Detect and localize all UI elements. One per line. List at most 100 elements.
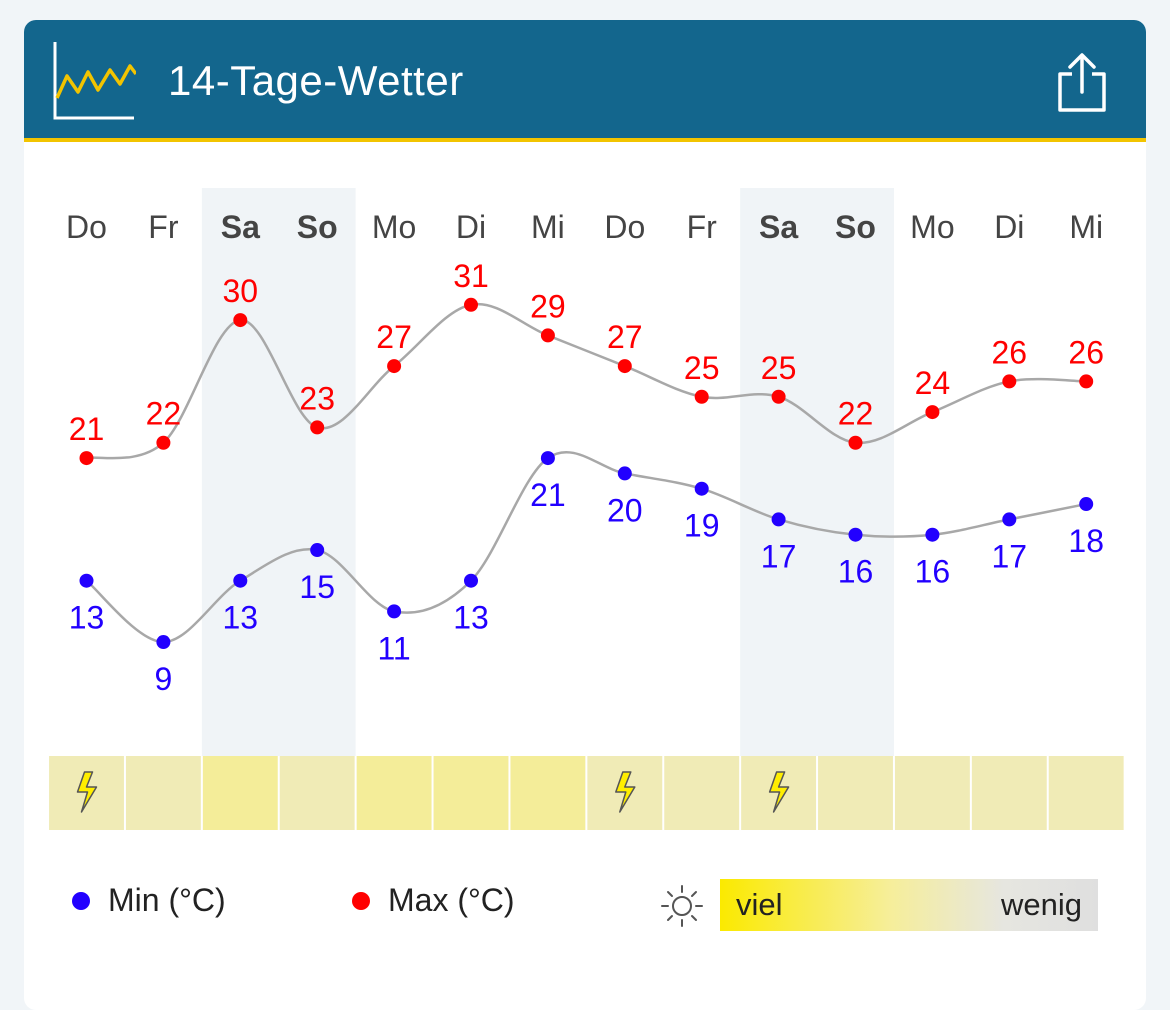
- max-temp-point: [771, 389, 786, 404]
- sunshine-cell: [894, 756, 970, 830]
- day-label: So: [297, 209, 338, 245]
- max-temp-label: 26: [992, 334, 1028, 370]
- min-temp-label: 13: [223, 600, 259, 636]
- min-temp-label: 16: [915, 554, 951, 590]
- min-temp-point: [387, 604, 402, 619]
- max-temp-point: [310, 420, 325, 435]
- legend-min-dot: [72, 891, 90, 910]
- legend-min: Min (°C): [72, 882, 226, 919]
- sunshine-scale-low: wenig: [1001, 887, 1082, 922]
- max-temp-point: [694, 389, 709, 404]
- max-temp-label: 21: [69, 411, 105, 447]
- temperature-chart: Do Fr Sa So Mo Di Mi Do Fr Sa So Mo Di Mi 21 22 30 23 27 31…: [49, 188, 1124, 830]
- day-label: Fr: [148, 209, 179, 245]
- min-temp-label: 16: [838, 554, 874, 590]
- max-temp-point: [617, 359, 632, 374]
- weather-card: 14-Tage-Wetter Do Fr Sa So Mo Di Mi Do Fr Sa So Mo D…: [24, 20, 1146, 1010]
- min-temp-label: 17: [992, 538, 1028, 574]
- min-temp-point: [848, 527, 863, 542]
- min-temp-label: 11: [377, 630, 410, 666]
- min-temp-label: 17: [761, 538, 797, 574]
- sunshine-cell: [1048, 756, 1124, 830]
- legend-max-label: Max (°C): [388, 882, 515, 918]
- day-label: Sa: [759, 209, 798, 245]
- max-temp-label: 25: [684, 350, 720, 386]
- max-temp-label: 25: [761, 350, 797, 386]
- min-temp-point: [617, 466, 632, 481]
- thunderstorm-icon: [76, 771, 98, 813]
- legend-min-label: Min (°C): [108, 882, 226, 918]
- day-label: Di: [456, 209, 486, 245]
- sunshine-scale-high: viel: [736, 887, 783, 922]
- max-temp-point: [848, 435, 863, 450]
- max-temp-label: 31: [453, 258, 489, 294]
- max-temp-label: 30: [223, 273, 259, 309]
- max-temp-point: [233, 313, 248, 328]
- sunshine-cell: [279, 756, 355, 830]
- min-temp-point: [540, 451, 555, 466]
- max-temp-label: 26: [1068, 334, 1104, 370]
- min-temp-label: 13: [69, 600, 105, 636]
- min-temp-point: [233, 573, 248, 588]
- day-label: Mo: [372, 209, 416, 245]
- max-temp-label: 29: [530, 288, 566, 324]
- min-temp-point: [694, 481, 709, 496]
- max-temp-label: 22: [146, 396, 182, 432]
- day-label: Do: [66, 209, 107, 245]
- day-label: Mo: [910, 209, 954, 245]
- weekend-band: [201, 188, 356, 756]
- weekend-band: [740, 188, 894, 756]
- max-temp-point: [1079, 374, 1094, 389]
- max-temp-label: 22: [838, 396, 874, 432]
- max-temp-point: [387, 359, 402, 374]
- share-icon[interactable]: [1054, 52, 1110, 119]
- min-temp-label: 15: [299, 569, 335, 605]
- legend-max: Max (°C): [352, 882, 515, 919]
- sunshine-scale: viel wenig: [720, 879, 1098, 931]
- sunshine-cell: [664, 756, 740, 830]
- min-temp-label: 20: [607, 492, 643, 528]
- min-temp-point: [156, 635, 171, 650]
- min-temp-label: 19: [684, 508, 720, 544]
- max-temp-point: [464, 297, 478, 312]
- max-temp-label: 23: [299, 380, 335, 416]
- min-temp-point: [1079, 497, 1094, 512]
- sunshine-cell: [125, 756, 201, 830]
- day-label: Fr: [687, 209, 718, 245]
- day-label: Di: [994, 209, 1024, 245]
- min-temp-label: 18: [1068, 523, 1104, 559]
- day-label: So: [835, 209, 876, 245]
- min-temp-label: 13: [453, 600, 489, 636]
- line-chart-icon: [52, 40, 138, 129]
- min-temp-label: 21: [530, 477, 566, 513]
- min-temp-point: [310, 543, 325, 558]
- sun-icon: [660, 884, 704, 933]
- min-temp-label: 9: [155, 661, 173, 697]
- min-temp-point: [79, 573, 94, 588]
- max-temp-label: 27: [376, 319, 412, 355]
- thunderstorm-icon: [615, 771, 636, 813]
- min-temp-point: [464, 573, 478, 588]
- day-label: Do: [604, 209, 645, 245]
- min-temp-point: [1002, 512, 1017, 527]
- card-title: 14-Tage-Wetter: [168, 57, 464, 104]
- max-temp-label: 24: [915, 365, 951, 401]
- thunderstorm-icon: [768, 771, 790, 813]
- max-temp-point: [925, 405, 940, 420]
- day-label: Mi: [531, 209, 565, 245]
- sunshine-cell: [433, 756, 509, 830]
- sunshine-cell: [971, 756, 1047, 830]
- max-temp-point: [79, 451, 94, 466]
- sunshine-cell: [818, 756, 893, 830]
- legend-max-dot: [352, 891, 370, 910]
- sunshine-cell: [202, 756, 278, 830]
- max-temp-point: [156, 435, 171, 450]
- max-temp-label: 27: [607, 319, 643, 355]
- max-temp-point: [540, 328, 555, 343]
- sunshine-cell: [510, 756, 586, 830]
- day-label: Sa: [221, 209, 260, 245]
- max-temp-point: [1002, 374, 1017, 389]
- min-temp-point: [925, 527, 940, 542]
- day-label: Mi: [1069, 209, 1103, 245]
- sunshine-cell: [356, 756, 432, 830]
